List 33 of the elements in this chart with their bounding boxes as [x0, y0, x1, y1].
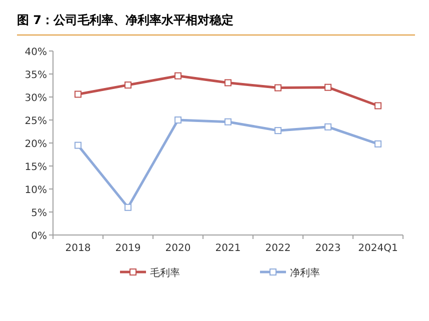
y-tick-label: 35%: [24, 70, 47, 81]
point: [124, 204, 132, 211]
y-tick-label: 40%: [24, 47, 47, 58]
point: [74, 90, 82, 98]
point: [174, 72, 182, 80]
y-tick-label: 10%: [24, 185, 47, 196]
y-tick-label: 5%: [31, 208, 47, 219]
x-tick-label: 2021: [215, 243, 241, 254]
y-tick-label: 30%: [24, 93, 47, 104]
x-tick-label: 2023: [315, 243, 341, 254]
y-tick-label: 20%: [24, 139, 47, 150]
point: [274, 84, 282, 92]
point: [224, 118, 232, 126]
chart-title: 图 7：公司毛利率、净利率水平相对稳定: [17, 13, 234, 27]
point: [124, 82, 132, 89]
point: [74, 142, 82, 149]
y-tick-label: 25%: [24, 116, 47, 127]
x-tick-label: 2018: [65, 243, 91, 254]
y-tick-label: 0%: [31, 231, 47, 242]
point: [374, 140, 382, 148]
x-tick-label: 2022: [265, 243, 291, 254]
point: [374, 102, 382, 110]
point: [274, 127, 282, 134]
legend-label: 毛利率: [150, 267, 180, 279]
x-tick-label: 2019: [115, 243, 141, 254]
x-tick-label: 2020: [165, 243, 191, 254]
point: [224, 79, 232, 86]
point: [324, 84, 332, 91]
x-tick-label: 2024Q1: [358, 243, 398, 254]
legend-label: 净利率: [290, 267, 320, 279]
point: [324, 123, 332, 130]
y-tick-label: 15%: [24, 162, 47, 173]
point: [174, 116, 182, 124]
